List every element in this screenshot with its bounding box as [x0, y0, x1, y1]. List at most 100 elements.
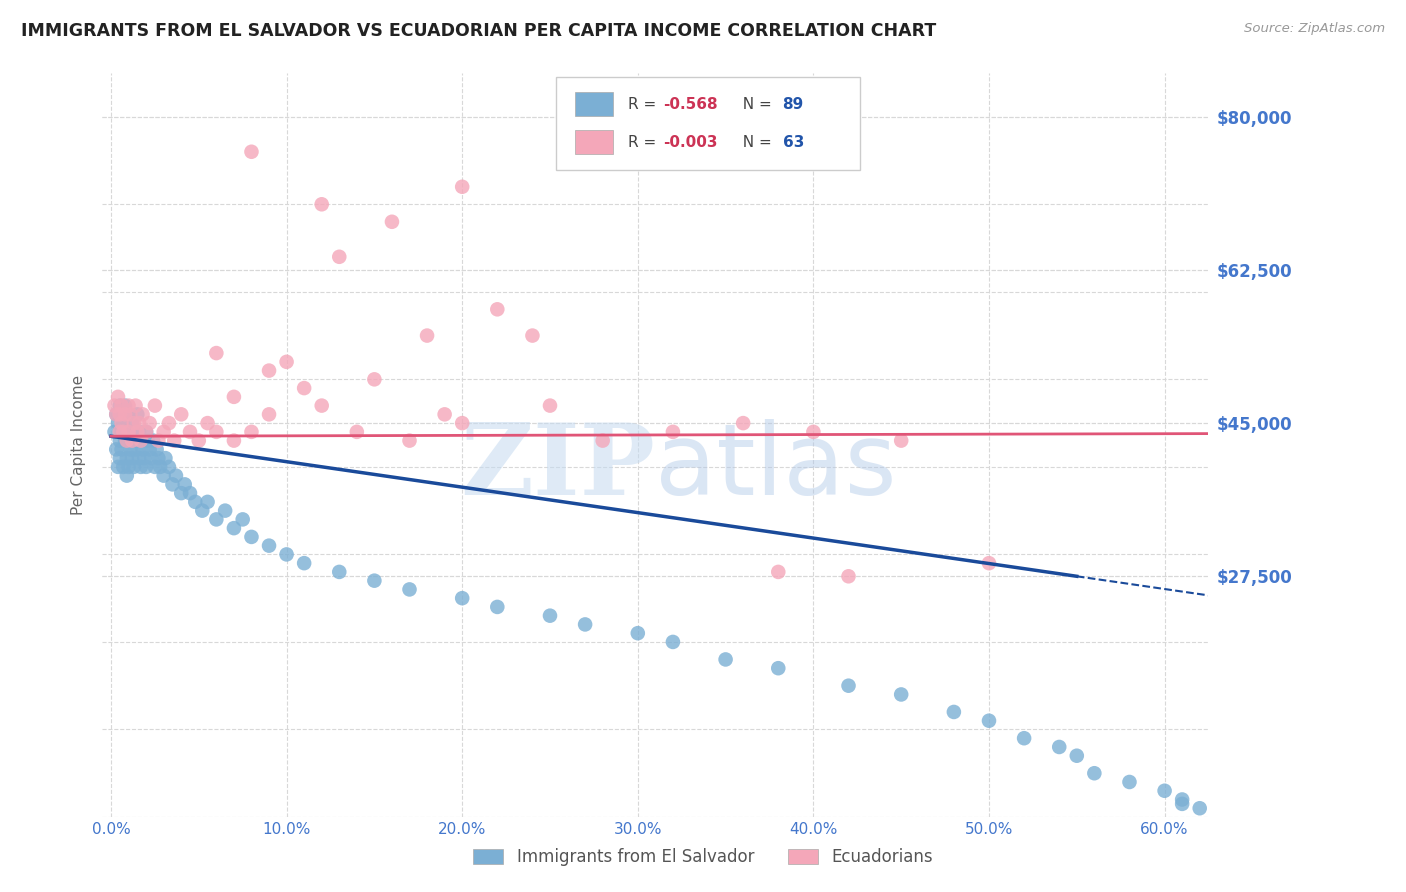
Point: [107, 459, 129, 474]
Point: [538, 399, 561, 413]
Point: [187, 434, 209, 448]
Point: [222, 434, 245, 448]
Text: -0.568: -0.568: [664, 97, 717, 112]
Text: atlas: atlas: [655, 419, 897, 516]
Point: [129, 434, 152, 448]
Point: [170, 408, 193, 422]
Point: [416, 328, 439, 343]
Point: [179, 425, 201, 439]
Point: [131, 442, 153, 457]
Point: [114, 408, 136, 422]
Point: [222, 521, 245, 535]
Point: [155, 451, 177, 466]
Point: [117, 425, 139, 439]
Point: [574, 617, 596, 632]
Point: [311, 399, 333, 413]
Point: [149, 459, 172, 474]
Point: [107, 416, 129, 430]
Point: [1047, 739, 1070, 754]
Point: [135, 425, 157, 439]
Point: [977, 714, 1000, 728]
Point: [1188, 801, 1211, 815]
Point: [127, 425, 149, 439]
Point: [135, 459, 157, 474]
Point: [114, 399, 136, 413]
Point: [173, 477, 195, 491]
Point: [170, 486, 193, 500]
Point: [107, 390, 129, 404]
Text: N =: N =: [733, 135, 776, 150]
Point: [1171, 797, 1194, 811]
Point: [141, 451, 163, 466]
Point: [328, 250, 350, 264]
Point: [381, 215, 404, 229]
Text: IMMIGRANTS FROM EL SALVADOR VS ECUADORIAN PER CAPITA INCOME CORRELATION CHART: IMMIGRANTS FROM EL SALVADOR VS ECUADORIA…: [21, 22, 936, 40]
Point: [135, 425, 157, 439]
Point: [117, 408, 139, 422]
Point: [205, 512, 228, 526]
Point: [129, 434, 152, 448]
Point: [112, 459, 135, 474]
Point: [108, 399, 131, 413]
Point: [117, 399, 139, 413]
Point: [143, 459, 166, 474]
Point: [276, 355, 298, 369]
Point: [110, 442, 132, 457]
Point: [1171, 792, 1194, 806]
Point: [240, 425, 263, 439]
Point: [232, 512, 254, 526]
Point: [105, 408, 128, 422]
Point: [157, 459, 180, 474]
Point: [276, 548, 298, 562]
Point: [222, 390, 245, 404]
Point: [152, 468, 174, 483]
Point: [122, 434, 145, 448]
Point: [346, 425, 368, 439]
Point: [311, 197, 333, 211]
Point: [205, 425, 228, 439]
Point: [138, 416, 160, 430]
Point: [205, 346, 228, 360]
Point: [142, 434, 165, 448]
Point: [108, 425, 131, 439]
Point: [1066, 748, 1088, 763]
Point: [157, 416, 180, 430]
Point: [148, 434, 170, 448]
Point: [1153, 783, 1175, 797]
Point: [486, 599, 509, 614]
Point: [121, 416, 143, 430]
Bar: [575, 130, 613, 154]
Point: [145, 442, 167, 457]
Point: [768, 661, 790, 675]
Point: [105, 442, 128, 457]
Point: [662, 425, 685, 439]
Point: [240, 145, 263, 159]
Point: [128, 425, 150, 439]
Text: 63: 63: [783, 135, 804, 150]
Point: [522, 328, 544, 343]
Point: [110, 416, 132, 430]
Point: [538, 608, 561, 623]
Point: [184, 495, 207, 509]
Point: [451, 416, 474, 430]
Point: [662, 635, 685, 649]
Point: [136, 434, 159, 448]
Point: [592, 434, 614, 448]
Point: [117, 459, 139, 474]
Point: [138, 442, 160, 457]
Text: R =: R =: [627, 97, 661, 112]
Point: [105, 408, 128, 422]
Point: [433, 408, 456, 422]
Point: [131, 408, 153, 422]
Point: [124, 425, 146, 439]
Point: [1083, 766, 1105, 780]
Point: [115, 434, 138, 448]
Point: [837, 679, 859, 693]
Point: [398, 434, 420, 448]
Point: [152, 425, 174, 439]
Point: [143, 399, 166, 413]
Point: [122, 459, 145, 474]
Point: [114, 434, 136, 448]
Point: [103, 425, 125, 439]
Text: R =: R =: [627, 135, 661, 150]
